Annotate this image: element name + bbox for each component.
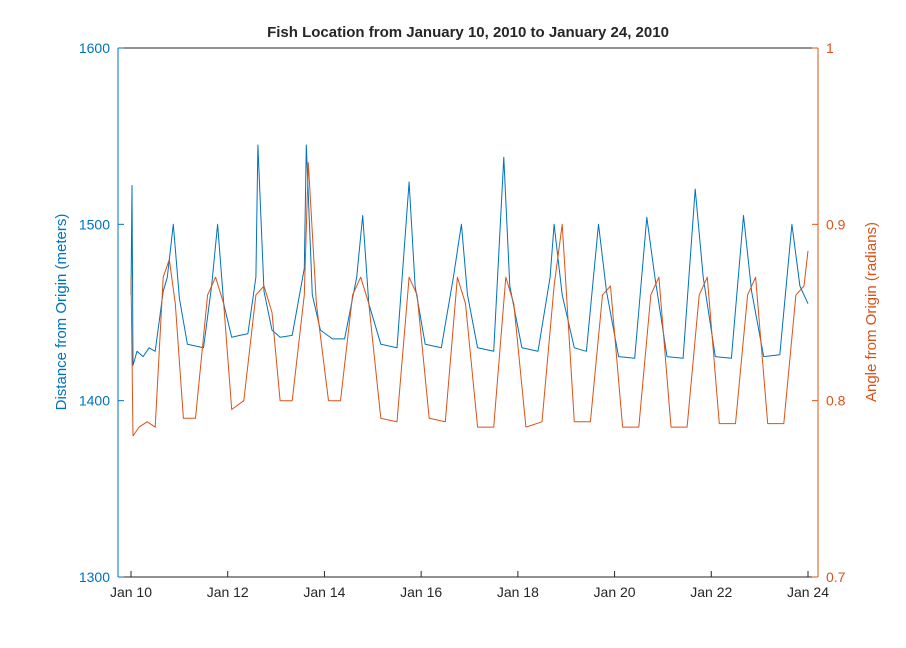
left-y-tick-label: 1400 bbox=[79, 393, 110, 409]
x-tick-label: Jan 16 bbox=[400, 584, 442, 600]
right-y-axis-label: Angle from Origin (radians) bbox=[863, 222, 880, 402]
left-y-tick-label: 1500 bbox=[79, 216, 110, 232]
angle-series-line bbox=[130, 162, 809, 437]
ticks-layer: Jan 10 Jan 12 Jan 14 Jan 16 Jan 18 Jan 20 Jan … bbox=[79, 40, 846, 600]
x-tick-label: Jan 24 bbox=[787, 584, 829, 600]
x-tick-label: Jan 10 bbox=[110, 584, 152, 600]
x-tick-label: Jan 18 bbox=[497, 584, 539, 600]
distance-series-line bbox=[130, 144, 809, 366]
left-y-axis-label: Distance from Origin (meters) bbox=[53, 214, 70, 411]
right-y-tick-label: 0.9 bbox=[826, 216, 846, 232]
series-layer bbox=[130, 144, 809, 437]
left-y-tick-label: 1600 bbox=[79, 40, 110, 56]
x-tick-label: Jan 14 bbox=[303, 584, 345, 600]
left-y-tick-label: 1300 bbox=[79, 569, 110, 585]
right-y-tick-label: 0.7 bbox=[826, 569, 846, 585]
right-y-tick-label: 0.8 bbox=[826, 393, 846, 409]
x-tick-label: Jan 22 bbox=[690, 584, 732, 600]
chart-title: Fish Location from January 10, 2010 to J… bbox=[267, 24, 669, 41]
right-y-tick-label: 1 bbox=[826, 40, 834, 56]
x-tick-label: Jan 12 bbox=[207, 584, 249, 600]
x-tick-label: Jan 20 bbox=[594, 584, 636, 600]
